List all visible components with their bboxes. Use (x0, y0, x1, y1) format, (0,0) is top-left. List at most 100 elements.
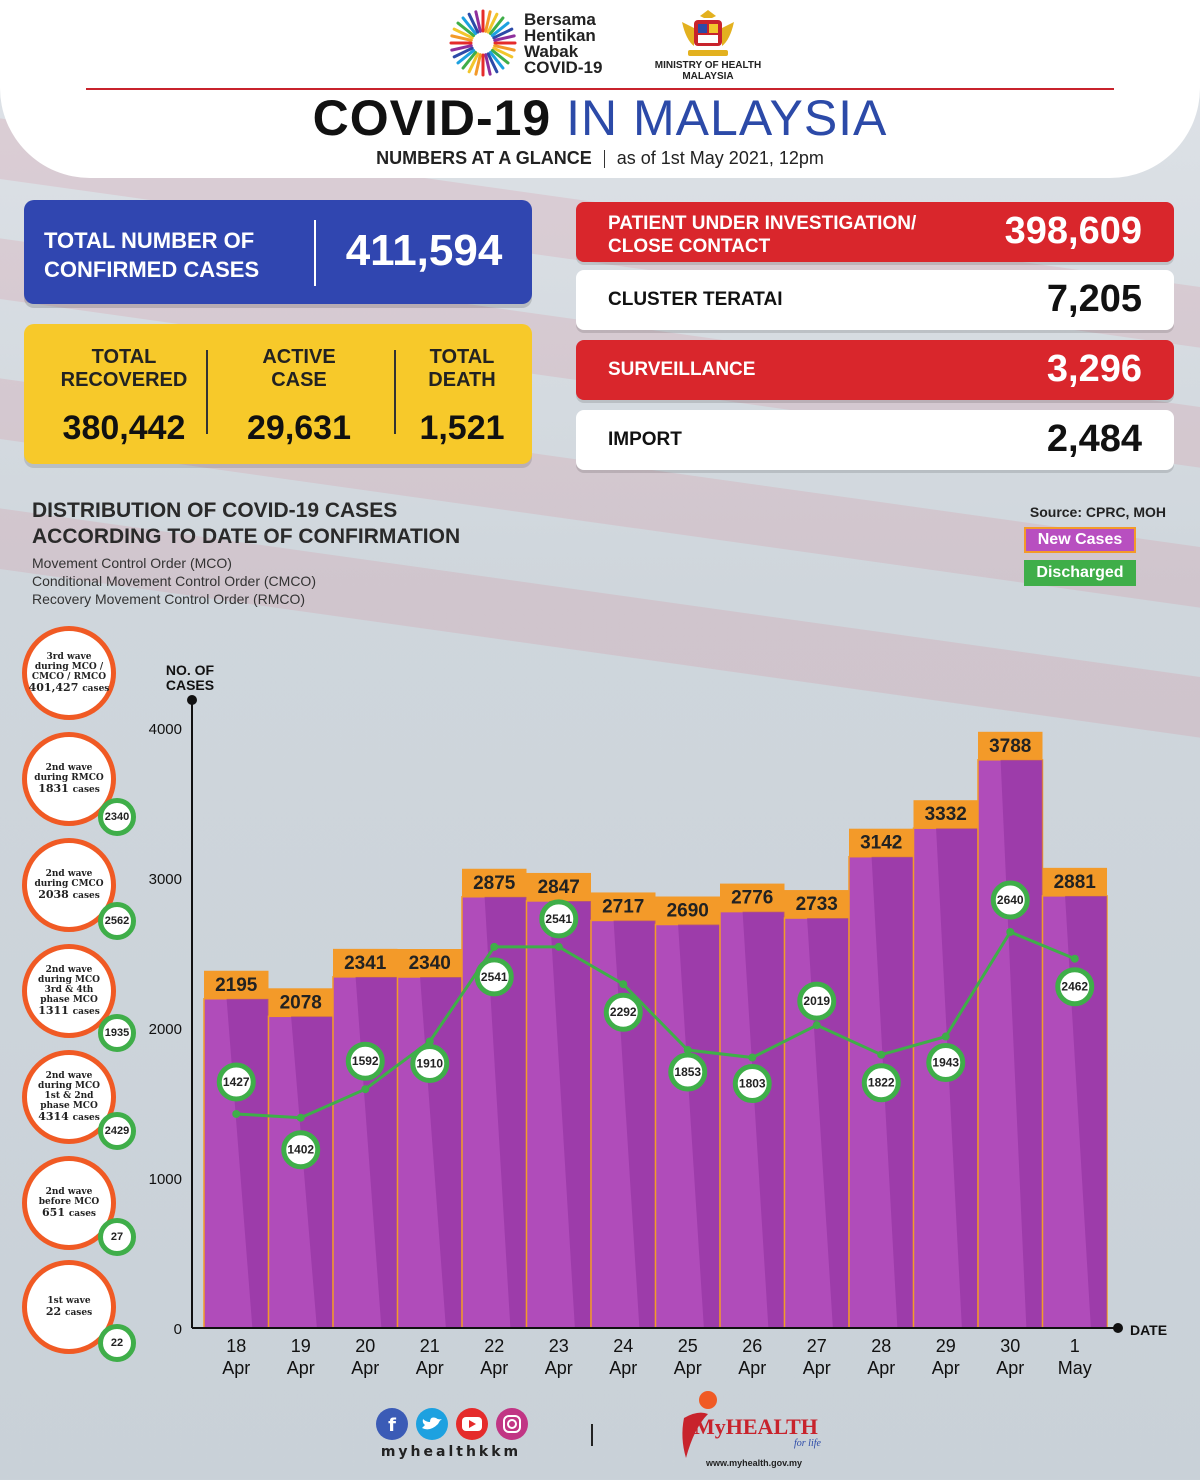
bar-label-bg (1042, 867, 1107, 896)
discharged-point (748, 1053, 757, 1062)
x-tick-label: 29 (936, 1336, 956, 1356)
y-axis-label: CASES (166, 677, 214, 693)
ministry-of-health-label: MINISTRY OF HEALTH MALAYSIA (654, 60, 762, 82)
bar-value-label: 3332 (925, 804, 967, 825)
wave-count: 22 cases (45, 1304, 93, 1318)
bar-value-label: 2776 (731, 888, 773, 909)
social-icons: f (376, 1408, 528, 1440)
x-axis-end-dot (1113, 1323, 1123, 1333)
bar-value-label: 2717 (602, 896, 644, 917)
discharged-point (683, 1046, 692, 1055)
myhealth-logo-icon (682, 1391, 717, 1458)
total-confirmed-label: TOTAL NUMBER OF CONFIRMED CASES (44, 228, 260, 282)
bar-value-label: 2733 (796, 894, 838, 915)
discharged-bubble (668, 1052, 708, 1092)
wave-count: 401,427 cases (28, 680, 110, 694)
y-axis-label: NO. OF (166, 662, 215, 678)
wave-count: 1831 cases (38, 781, 100, 795)
discharged-point (941, 1032, 950, 1041)
legend-new-cases: New Cases (1024, 527, 1136, 553)
discharged-value-label: 2292 (610, 1005, 637, 1019)
discharged-value-label: 1943 (932, 1056, 959, 1070)
discharged-value-label: 1910 (416, 1057, 443, 1071)
discharged-bubble (281, 1130, 321, 1170)
discharged-bubble (926, 1043, 966, 1083)
bar-label-bg (913, 800, 978, 829)
x-tick-label: Apr (867, 1358, 895, 1378)
bar-label-bg (204, 970, 269, 999)
bar-label-bg (655, 896, 720, 925)
wave-count: 2038 cases (38, 887, 100, 901)
x-tick-label: 18 (226, 1336, 246, 1356)
header-card: Bersama Hentikan Wabak COVID-19 MINISTRY… (0, 0, 1200, 178)
source-label: Source: CPRC, MOH (1029, 504, 1166, 520)
bar-value-label: 3142 (860, 833, 902, 854)
y-tick-label: 1000 (149, 1171, 182, 1188)
divider (591, 1424, 593, 1446)
legend-discharged: Discharged (1024, 560, 1136, 586)
malaysia-crest-icon (682, 10, 734, 56)
wave-label: 2nd wave during MCO 3rd & 4th phase MCO (38, 964, 100, 1005)
wave-discharged-badge: 1935 (98, 1014, 136, 1052)
discharged-bubble (797, 981, 837, 1021)
bar-label-bg (784, 890, 849, 919)
stat-row-cluster: CLUSTER TERATAI 7,205 (576, 270, 1174, 330)
wave-unit: cases (72, 784, 100, 795)
bar-value-label: 2690 (667, 901, 709, 922)
wave-count: 1311 cases (38, 1003, 100, 1017)
discharged-bubble (539, 899, 579, 939)
distribution-notes: Movement Control Order (MCO) Conditional… (32, 555, 316, 607)
discharged-value-label: 1803 (739, 1077, 766, 1091)
bar-shade (484, 896, 527, 1328)
x-tick-label: Apr (674, 1358, 702, 1378)
total-confirmed-card: TOTAL NUMBER OF CONFIRMED CASES 411,594 (24, 200, 532, 304)
wave-unit: cases (72, 1112, 100, 1123)
wave-discharged-badge: 27 (98, 1218, 136, 1256)
wave-circle: 3rd wave during MCO / CMCO / RMCO 401,427… (22, 626, 116, 720)
divider (314, 220, 316, 286)
instagram-icon (496, 1408, 528, 1440)
x-tick-label: Apr (351, 1358, 379, 1378)
divider (206, 350, 208, 434)
discharged-bubble (603, 992, 643, 1032)
x-tick-label: Apr (996, 1358, 1024, 1378)
bar-value-label: 2340 (409, 953, 451, 974)
x-tick-label: Apr (803, 1358, 831, 1378)
wave-discharged-badge: 2562 (98, 902, 136, 940)
stat-row-pui: PATIENT UNDER INVESTIGATION/ CLOSE CONTA… (576, 202, 1174, 262)
x-tick-label: Apr (609, 1358, 637, 1378)
bar-value-label: 3788 (989, 736, 1031, 757)
x-tick-label: May (1058, 1358, 1092, 1378)
discharged-bubble (216, 1062, 256, 1102)
discharged-point (812, 1021, 821, 1030)
x-tick-label: Apr (738, 1358, 766, 1378)
summary-card: TOTAL RECOVERED 380,442 ACTIVE CASE 29,6… (24, 324, 532, 464)
wave-label: 3rd wave during MCO / CMCO / RMCO (31, 651, 107, 682)
bar-label-bg (462, 868, 527, 897)
x-tick-label: 20 (355, 1336, 375, 1356)
discharged-value-label: 2541 (481, 970, 508, 984)
active-case: ACTIVE CASE 29,631 (247, 346, 351, 447)
wave-circle: 1st wave 22 cases (22, 1260, 116, 1354)
stat-row-import: IMPORT 2,484 (576, 410, 1174, 470)
divider (394, 350, 396, 434)
discharged-value-label: 2019 (803, 994, 830, 1008)
wave-unit: cases (68, 1208, 96, 1219)
discharged-point (361, 1085, 370, 1094)
discharged-value-label: 1822 (868, 1076, 895, 1090)
x-tick-label: Apr (287, 1358, 315, 1378)
discharged-value-label: 1427 (223, 1075, 250, 1089)
wave-label: 2nd wave during CMCO (34, 868, 104, 889)
discharged-point (1070, 954, 1079, 963)
bar-value-label: 2341 (344, 953, 387, 974)
y-tick-label: 0 (174, 1321, 182, 1338)
bar-shade (742, 911, 785, 1328)
x-tick-label: 25 (678, 1336, 698, 1356)
bar-shade (678, 924, 720, 1328)
discharged-bubble (861, 1063, 901, 1103)
page-title: COVID-19 IN MALAYSIA (312, 90, 888, 146)
discharged-bubble (990, 880, 1030, 920)
discharged-value-label: 2541 (545, 912, 572, 926)
wave-label: 2nd wave before MCO (38, 1186, 100, 1207)
